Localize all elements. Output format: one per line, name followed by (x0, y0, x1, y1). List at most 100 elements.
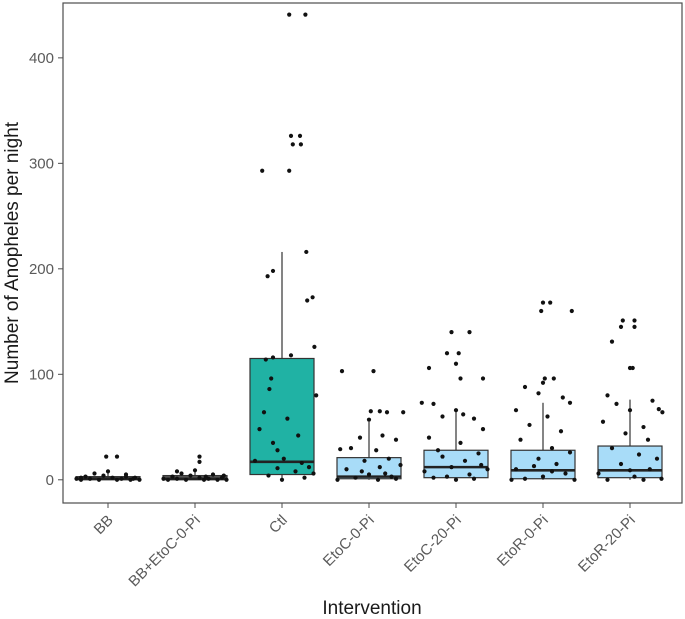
data-point (531, 463, 537, 469)
data-point (137, 477, 142, 482)
data-point (660, 410, 665, 415)
data-point (554, 461, 559, 467)
data-point (174, 469, 180, 474)
data-point (344, 467, 349, 472)
data-point (656, 407, 661, 412)
data-point (632, 474, 637, 479)
data-point (96, 477, 102, 482)
data-point (647, 467, 652, 472)
data-point (551, 376, 556, 381)
data-point (654, 456, 660, 461)
data-point (78, 475, 84, 480)
data-point (456, 351, 461, 356)
data-point (618, 324, 624, 329)
data-point (131, 476, 136, 481)
data-point (366, 417, 372, 422)
data-point (383, 471, 388, 476)
data-point (545, 414, 550, 419)
data-point (389, 474, 394, 479)
data-point (632, 318, 637, 323)
data-point (618, 461, 624, 467)
data-point (210, 472, 216, 477)
data-point (267, 386, 272, 392)
data-point (297, 133, 303, 139)
data-point (224, 477, 229, 482)
x-tick-label: BB+EtoC-0-Pi (125, 512, 203, 590)
data-point (83, 474, 88, 479)
data-point (636, 452, 642, 457)
y-tick-label: 300 (29, 155, 54, 172)
data-point (310, 295, 315, 300)
data-point (609, 339, 615, 344)
x-tick-label: BB (91, 512, 117, 538)
x-axis: BB BB+EtoC-0-Pi Ctl EtoC-0-Pi EtoC-20-Pi EtoR… (91, 503, 639, 590)
data-point (377, 465, 382, 470)
data-point (270, 440, 276, 445)
data-point (287, 12, 292, 17)
data-point (650, 398, 655, 403)
data-point (265, 274, 270, 279)
data-point (539, 308, 544, 314)
data-point (366, 472, 372, 477)
data-point (170, 474, 175, 479)
data-point (569, 308, 574, 314)
data-point (105, 469, 111, 474)
data-point (221, 473, 226, 478)
data-point (462, 458, 468, 463)
data-point (252, 458, 258, 463)
x-tick-label: EtoC-0-Pi (320, 512, 378, 570)
x-tick-label: Ctl (266, 512, 291, 537)
data-point (298, 142, 303, 147)
data-point (338, 447, 343, 452)
data-point (104, 454, 109, 459)
data-point (302, 475, 307, 480)
data-point (440, 414, 445, 419)
data-point (458, 440, 463, 445)
data-point (536, 391, 541, 396)
data-point (480, 376, 486, 381)
data-point (596, 471, 601, 476)
data-point (449, 330, 454, 335)
data-point (542, 376, 547, 381)
data-point (605, 393, 610, 398)
data-point (197, 459, 202, 464)
data-point (522, 384, 528, 390)
data-point (339, 369, 345, 374)
data-point (87, 476, 93, 481)
data-point (304, 249, 309, 255)
data-point (260, 168, 265, 173)
data-point (471, 476, 477, 481)
data-point (275, 448, 280, 453)
data-point (110, 475, 115, 480)
plot-panel (62, 2, 683, 504)
data-point (293, 469, 298, 474)
data-point (257, 427, 262, 432)
data-point (263, 357, 268, 362)
jitter-points (74, 12, 665, 482)
data-point (179, 471, 184, 476)
data-point (384, 410, 390, 415)
y-tick-label: 0 (46, 472, 54, 489)
data-point (513, 467, 519, 472)
data-point (119, 476, 124, 481)
data-point (375, 477, 381, 482)
y-tick-label: 100 (29, 366, 54, 383)
data-point (312, 344, 317, 349)
data-point (518, 437, 523, 442)
x-tick-label: EtoR-0-Pi (494, 512, 552, 570)
data-point (359, 469, 364, 474)
data-point (480, 427, 486, 432)
data-point (479, 462, 484, 468)
data-point (614, 401, 619, 406)
data-point (371, 369, 376, 374)
data-point (401, 410, 406, 415)
data-point (192, 468, 198, 473)
data-point (419, 400, 424, 405)
data-point (540, 380, 546, 385)
data-point (377, 409, 382, 414)
data-point (380, 433, 385, 438)
data-point (161, 476, 166, 481)
data-point (645, 437, 651, 442)
data-point (288, 353, 294, 358)
data-point (215, 477, 220, 482)
